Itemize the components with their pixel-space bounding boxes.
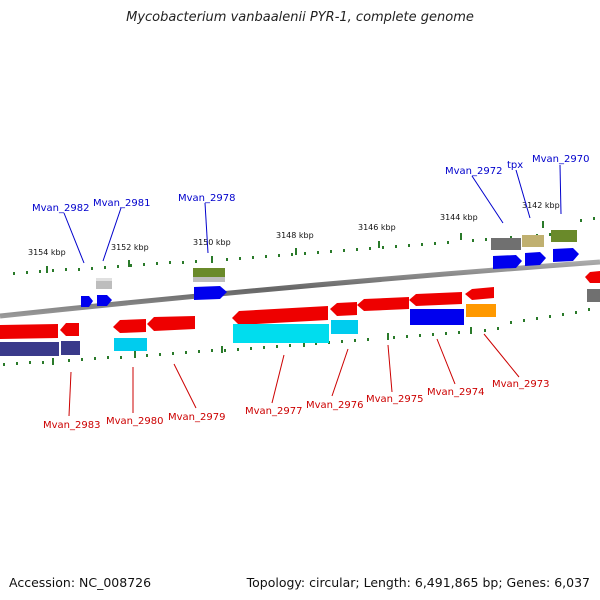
gene-label: Mvan_2982 (32, 203, 89, 214)
gene-mvan-2983[interactable] (0, 324, 58, 339)
reverse-leaders (68, 333, 520, 417)
gene-mvan-2973[interactable] (465, 287, 494, 300)
accession-text: Accession: NC_008726 (9, 575, 152, 590)
genome-backbone (0, 259, 600, 319)
gene-tpx-khaki[interactable] (522, 235, 544, 247)
gene-gray-small-highlight (96, 278, 112, 281)
scale-label: 3146 kbp (358, 223, 396, 232)
gene-label: Mvan_2983 (43, 420, 100, 431)
scale-label: 3154 kbp (28, 248, 66, 257)
gene-label: Mvan_2980 (106, 416, 163, 427)
genome-summary-text: Topology: circular; Length: 6,491,865 bp… (246, 575, 590, 590)
gene-label: Mvan_2970 (532, 154, 589, 165)
gene-mvan-2978-olive[interactable] (193, 268, 225, 277)
gene-mvan-2975[interactable] (357, 297, 409, 311)
reverse-genes (0, 287, 496, 356)
gene-mvan-2983b[interactable] (60, 323, 79, 336)
scale-label: 3150 kbp (193, 238, 231, 247)
gene-mvan-2974-blue[interactable] (410, 309, 464, 325)
scale-label: 3144 kbp (440, 213, 478, 222)
reverse-scale-ticks (3, 308, 590, 366)
gene-label: Mvan_2973 (492, 379, 549, 390)
gene-label: tpx (507, 160, 523, 171)
forward-scale-ticks (13, 217, 595, 275)
scale-label: 3148 kbp (276, 231, 314, 240)
gene-mvan-2976[interactable] (330, 302, 357, 316)
scale-label: 3142 kbp (522, 201, 560, 210)
gene-mvan-2978-gray (193, 277, 225, 282)
gene-mvan-2970-olive[interactable] (551, 230, 577, 242)
forward-genes (81, 230, 600, 307)
gene-mvan-2972[interactable] (493, 255, 522, 269)
gene-mvan-2978[interactable] (194, 286, 227, 300)
scale-label: 3152 kbp (111, 243, 149, 252)
gene-mvan-2972-gray[interactable] (491, 238, 521, 250)
gene-edge-red[interactable] (585, 271, 600, 283)
gene-mvan-2982[interactable] (81, 296, 93, 307)
gene-mvan-2973-orange[interactable] (466, 304, 496, 317)
reverse-gene-labels: Mvan_2983 Mvan_2980 Mvan_2979 Mvan_2977 … (43, 379, 549, 431)
gene-mvan-2983-navy[interactable] (0, 342, 59, 356)
gene-mvan-2979[interactable] (147, 316, 195, 331)
gene-label: Mvan_2976 (306, 400, 363, 411)
gene-tpx[interactable] (525, 252, 546, 266)
gene-label: Mvan_2978 (178, 193, 235, 204)
gene-mvan-2976-cyan[interactable] (331, 320, 358, 334)
gene-mvan-2981[interactable] (97, 295, 112, 306)
gene-gray-small[interactable] (96, 278, 112, 289)
gene-label: Mvan_2972 (445, 166, 502, 177)
gene-label: Mvan_2977 (245, 406, 302, 417)
gene-label: Mvan_2975 (366, 394, 423, 405)
gene-mvan-2977[interactable] (232, 306, 328, 325)
gene-mvan-2974[interactable] (409, 292, 462, 306)
gene-mvan-2970[interactable] (553, 248, 579, 262)
gene-mvan-2983-navy-b[interactable] (61, 341, 80, 355)
forward-leaders (63, 164, 562, 264)
gene-label: Mvan_2981 (93, 198, 150, 209)
gene-mvan-2980[interactable] (113, 319, 146, 333)
genome-title: Mycobacterium vanbaalenii PYR-1, complet… (126, 10, 474, 25)
gene-edge-gray[interactable] (587, 289, 600, 302)
scale-labels: 3154 kbp 3152 kbp 3150 kbp 3148 kbp 3146… (28, 201, 560, 257)
gene-label: Mvan_2974 (427, 387, 484, 398)
gene-mvan-2977-cyan[interactable] (233, 324, 329, 343)
gene-mvan-2980-cyan[interactable] (114, 338, 147, 351)
gene-label: Mvan_2979 (168, 412, 225, 423)
forward-gene-labels: Mvan_2982 Mvan_2981 Mvan_2978 Mvan_2972 … (32, 154, 589, 214)
